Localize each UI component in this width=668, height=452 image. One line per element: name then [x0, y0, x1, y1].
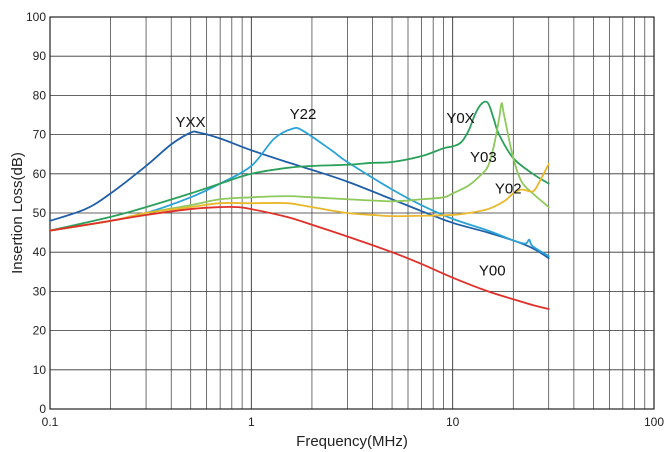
x-axis-title: Frequency(MHz): [296, 433, 408, 450]
x-tick-label: 100: [644, 415, 664, 429]
x-tick-label: 1: [248, 415, 255, 429]
x-tick-label: 10: [446, 415, 460, 429]
plot-frame: [49, 16, 655, 410]
series-line-y03: [49, 102, 550, 232]
y-tick-label: 90: [33, 49, 47, 63]
y-tick-label: 80: [33, 88, 47, 102]
x-tick-label: 0.1: [42, 415, 59, 429]
series-line-y02: [49, 163, 550, 232]
series-line-y00: [49, 205, 550, 310]
series-label-y22: Y22: [290, 106, 317, 123]
series-line-y22: [49, 126, 550, 258]
series-label-y00: Y00: [479, 263, 506, 280]
y-tick-label: 10: [33, 363, 47, 377]
y-tick-label: 30: [33, 284, 47, 298]
y-axis-title: Insertion Loss(dB): [9, 152, 26, 274]
y-tick-label: 0: [39, 402, 46, 416]
y-tick-label: 100: [26, 10, 46, 24]
y-axis-ticks: 0 10 20 30 40 50 60 70 80 90 100: [26, 10, 46, 416]
y-tick-label: 40: [33, 245, 47, 259]
series-line-y0x: [49, 100, 550, 232]
y-tick-label: 20: [33, 324, 47, 338]
series-lines: [49, 100, 550, 310]
y-tick-label: 50: [33, 206, 47, 220]
series-label-y03: Y03: [470, 149, 497, 166]
y-tick-label: 60: [33, 167, 47, 181]
x-axis-ticks: 0.1 1 10 100: [42, 415, 665, 429]
series-label-y0x: Y0X: [446, 110, 474, 127]
series-labels: YXX Y22 Y0X Y03 Y02 Y00: [175, 106, 521, 280]
series-line-yxx: [49, 130, 550, 259]
y-tick-label: 70: [33, 128, 47, 142]
series-label-yxx: YXX: [175, 114, 205, 131]
series-label-y02: Y02: [495, 180, 522, 197]
